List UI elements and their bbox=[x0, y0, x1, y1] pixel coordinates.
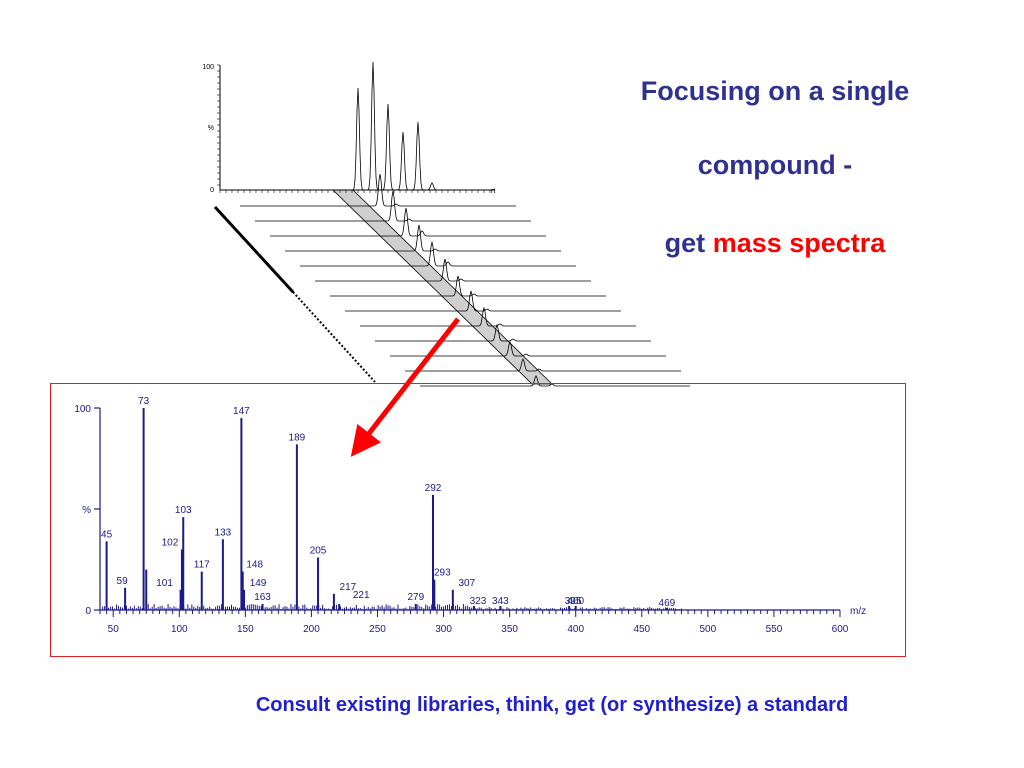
title-line-3: get mass spectra bbox=[560, 228, 990, 259]
stacked-trace bbox=[240, 173, 516, 207]
peak-label: 400 bbox=[567, 596, 584, 607]
peak-label: 102 bbox=[162, 537, 179, 548]
peak-label: 148 bbox=[246, 560, 263, 571]
peak-label: 163 bbox=[254, 592, 271, 603]
x-tick-label: 150 bbox=[237, 624, 254, 635]
x-tick-label: 600 bbox=[832, 624, 849, 635]
peak-label: 59 bbox=[117, 576, 129, 587]
peak-label: 217 bbox=[340, 582, 357, 593]
stacked-trace bbox=[315, 258, 591, 282]
stacked-trace bbox=[300, 241, 576, 267]
x-tick-label: 350 bbox=[501, 624, 518, 635]
peak-label: 292 bbox=[425, 483, 442, 494]
spectrum-peaks bbox=[105, 408, 668, 610]
spectrum-axes: 0% 100 50 100 150 200 250 300 350 400 450 500 550 600… bbox=[74, 404, 866, 635]
peak-label: 117 bbox=[194, 560, 210, 571]
peak-label: 343 bbox=[492, 596, 509, 607]
stacked-trace bbox=[360, 306, 636, 327]
title-line-2: compound - bbox=[697, 150, 853, 180]
x-tick-label: 250 bbox=[369, 624, 386, 635]
chromatogram-y-zero-label: 0 bbox=[210, 187, 214, 194]
peak-label: 103 bbox=[175, 505, 192, 516]
x-tick-label: 200 bbox=[303, 624, 320, 635]
x-tick-label: 550 bbox=[766, 624, 783, 635]
y-tick-label: 0 bbox=[85, 606, 91, 617]
caption: Consult existing libraries, think, get (… bbox=[255, 694, 849, 716]
stacked-trace bbox=[255, 190, 531, 222]
x-tick-label: 400 bbox=[567, 624, 584, 635]
mass-spectrum-chart: 0% 100 50 100 150 200 250 300 350 400 450 500 550 600… bbox=[50, 383, 906, 657]
peak-label: 147 bbox=[233, 406, 250, 417]
stacked-trace bbox=[405, 357, 681, 372]
stacked-trace bbox=[330, 275, 606, 297]
stacked-trace bbox=[285, 224, 561, 252]
y-tick-label: % bbox=[82, 505, 91, 516]
x-tick-label: 300 bbox=[435, 624, 452, 635]
chromatogram-axes: 100 % 0 rt bbox=[202, 64, 495, 195]
x-axis-label: m/z bbox=[850, 606, 866, 617]
depth-axis-solid bbox=[213, 205, 295, 294]
peak-label: 45 bbox=[101, 529, 113, 540]
front-trace bbox=[220, 61, 495, 191]
front-chromatogram-trace bbox=[220, 61, 495, 191]
peak-label: 101 bbox=[156, 578, 173, 589]
y-tick-label: 100 bbox=[74, 404, 91, 415]
peak-label: 149 bbox=[250, 578, 267, 589]
x-tick-label: 450 bbox=[633, 624, 650, 635]
chromatogram-y-mid-label: % bbox=[208, 125, 214, 132]
peak-label: 133 bbox=[215, 527, 232, 538]
stacked-trace bbox=[270, 207, 546, 237]
peak-label: 279 bbox=[407, 592, 424, 603]
red-arrow bbox=[350, 317, 460, 457]
peak-label: 395 bbox=[565, 596, 582, 607]
stacked-trace bbox=[375, 323, 651, 342]
peak-label: 293 bbox=[434, 568, 451, 579]
x-tick-label: 100 bbox=[171, 624, 188, 635]
title-get-word: get bbox=[664, 228, 713, 258]
stacked-trace bbox=[390, 340, 666, 357]
spectrum-frame bbox=[50, 383, 906, 657]
title-line-1: Focusing on a single bbox=[640, 76, 910, 106]
stacked-trace bbox=[420, 375, 690, 387]
title-highlight: mass spectra bbox=[712, 228, 886, 258]
spectrum-baseline-noise bbox=[102, 603, 682, 610]
depth-axis-dotted bbox=[292, 291, 376, 383]
spectrum-peak-labels: 45 59 73 101 102 103 117 133 147 148 149 163 189 205 2… bbox=[101, 396, 676, 609]
x-tick-label: 50 bbox=[108, 624, 120, 635]
peak-label: 205 bbox=[310, 545, 327, 556]
peak-label: 307 bbox=[458, 578, 475, 589]
x-tick-label: 500 bbox=[700, 624, 717, 635]
peak-label: 323 bbox=[470, 596, 487, 607]
peak-label: 221 bbox=[353, 590, 370, 601]
peak-label: 189 bbox=[289, 432, 306, 443]
peak-label: 469 bbox=[659, 598, 676, 609]
peak-label: 73 bbox=[138, 396, 150, 407]
chromatogram-y-top-label: 100 bbox=[202, 64, 214, 71]
chromatogram-x-label: rt bbox=[491, 188, 495, 195]
